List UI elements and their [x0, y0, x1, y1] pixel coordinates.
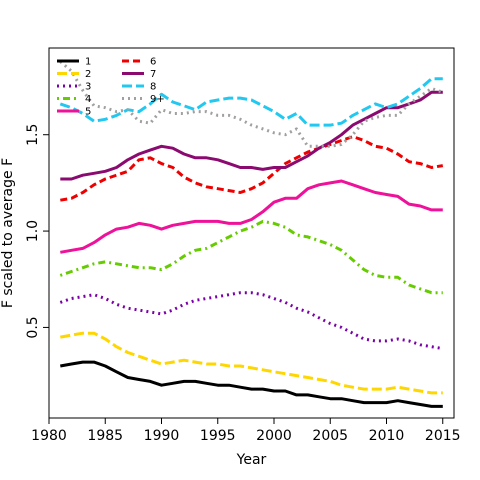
x-axis: 1980 1985 1990 1995 2000 2005 2010 2015: [31, 417, 461, 444]
series-layer: [59, 60, 444, 408]
legend-label: 6: [150, 57, 156, 68]
x-tick-label: 1985: [87, 428, 123, 444]
x-tick-label: 2010: [369, 428, 405, 444]
legend-label: 9+: [150, 94, 165, 105]
series-line-9: [59, 60, 444, 148]
x-tick-label: 1995: [200, 428, 236, 444]
legend-label: 2: [85, 69, 91, 80]
x-axis-label: Year: [236, 452, 267, 468]
x-tick-label: 2015: [425, 428, 461, 444]
series-line-1: [60, 360, 443, 408]
y-tick-label: 0.5: [25, 316, 41, 338]
series-line-4: [59, 219, 443, 295]
y-axis: 0.5 1.0 1.5: [25, 124, 50, 339]
legend-label: 8: [150, 82, 156, 93]
series-line-6: [60, 135, 444, 202]
y-axis-label: F scaled to average F: [0, 158, 16, 308]
legend-label: 1: [85, 57, 91, 68]
series-line-5: [60, 179, 443, 254]
legend-label: 5: [85, 107, 91, 118]
legend-label: 3: [85, 82, 91, 93]
y-tick-label: 1.0: [25, 220, 41, 242]
legend-label: 7: [150, 69, 156, 80]
series-line-8: [59, 77, 443, 127]
y-tick-label: 1.5: [25, 124, 41, 146]
x-tick-label: 2005: [312, 428, 348, 444]
legend-label: 4: [85, 94, 91, 105]
x-tick-label: 2000: [256, 428, 292, 444]
series-line-3: [59, 291, 444, 351]
series-line-7: [60, 90, 443, 181]
x-tick-label: 1990: [144, 428, 180, 444]
legend: 12 34 5 67 89+: [57, 57, 165, 118]
x-tick-label: 1980: [31, 428, 67, 444]
series-line-2: [60, 331, 443, 395]
